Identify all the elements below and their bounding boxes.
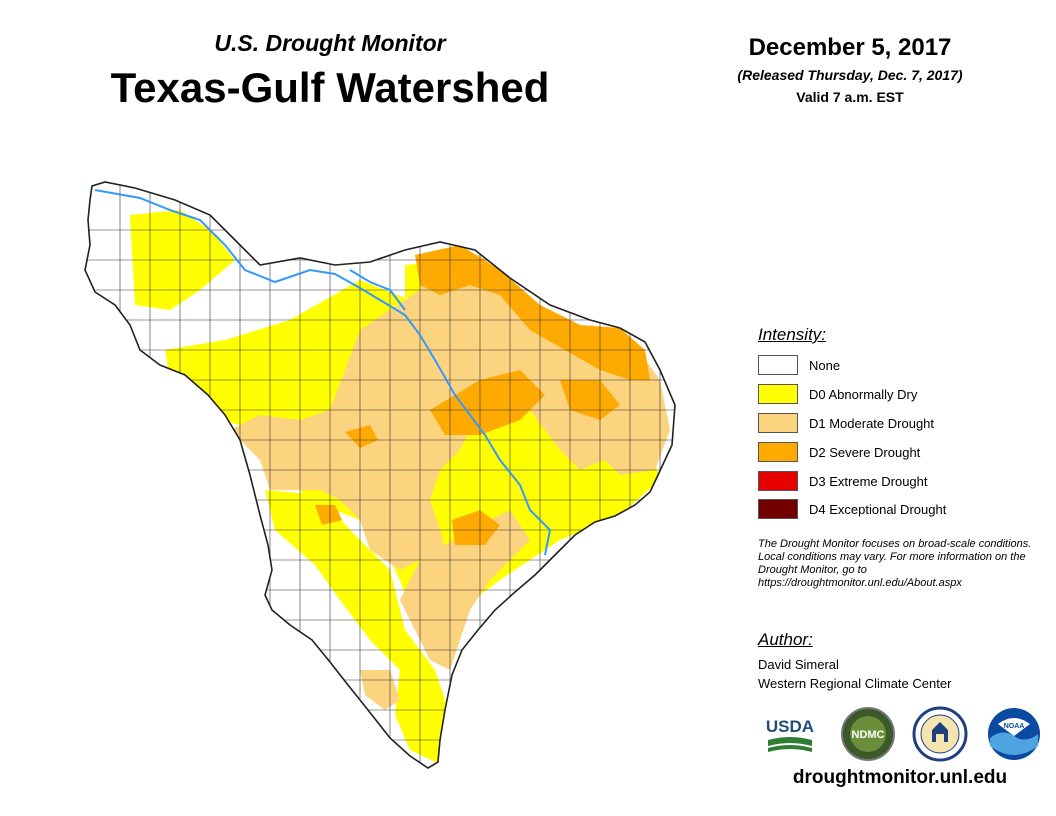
legend-swatch: [758, 442, 798, 462]
map-subtitle: U.S. Drought Monitor: [160, 30, 500, 57]
legend-label: None: [809, 358, 840, 373]
legend-label: D3 Extreme Drought: [809, 474, 928, 489]
legend-swatch: [758, 499, 798, 519]
author-organization: Western Regional Climate Center: [758, 676, 951, 691]
drought-map: [60, 170, 700, 780]
legend-item-d4: D4 Exceptional Drought: [758, 498, 946, 520]
website-url[interactable]: droughtmonitor.unl.edu: [760, 767, 1040, 789]
legend-swatch: [758, 413, 798, 433]
release-date: (Released Thursday, Dec. 7, 2017): [700, 67, 1000, 83]
legend-swatch: [758, 471, 798, 491]
legend-label: D0 Abnormally Dry: [809, 387, 917, 402]
legend-heading: Intensity:: [758, 325, 826, 345]
legend-swatch: [758, 384, 798, 404]
legend-label: D4 Exceptional Drought: [809, 502, 946, 517]
disclaimer-note: The Drought Monitor focuses on broad-sca…: [758, 538, 1048, 590]
usda-logo: USDA: [762, 706, 818, 762]
legend-swatch: [758, 355, 798, 375]
map-date: December 5, 2017: [700, 34, 1000, 62]
legend-item-d0: D0 Abnormally Dry: [758, 383, 917, 405]
legend-item-d2: D2 Severe Drought: [758, 441, 920, 463]
author-name: David Simeral: [758, 657, 839, 672]
noaa-logo-text: NOAA: [1004, 723, 1025, 730]
legend-label: D1 Moderate Drought: [809, 416, 934, 431]
ndmc-logo: NDMC: [840, 706, 896, 762]
doc-seal-logo: [912, 706, 968, 762]
map-title: Texas-Gulf Watershed: [90, 64, 570, 112]
ndmc-logo-text: NDMC: [852, 729, 885, 741]
legend-item-none: None: [758, 354, 840, 376]
legend-item-d1: D1 Moderate Drought: [758, 412, 934, 434]
legend-item-d3: D3 Extreme Drought: [758, 470, 928, 492]
legend-label: D2 Severe Drought: [809, 445, 920, 460]
author-heading: Author:: [758, 630, 813, 650]
usda-logo-text: USDA: [766, 717, 814, 736]
valid-time: Valid 7 a.m. EST: [700, 89, 1000, 105]
noaa-logo: NOAA: [986, 706, 1042, 762]
